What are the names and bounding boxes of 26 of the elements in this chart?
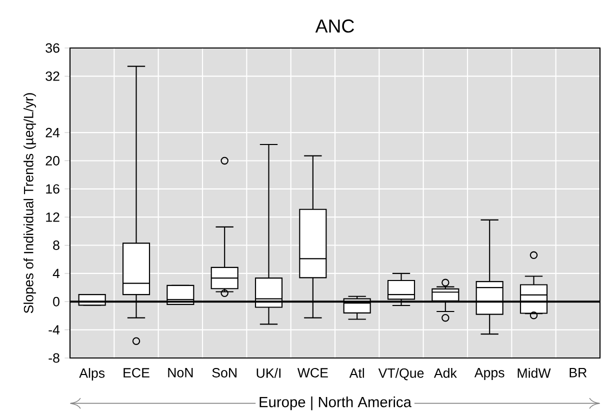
y-tick-label: 32 xyxy=(46,71,60,81)
y-tick-label: 0 xyxy=(53,296,60,306)
x-tick-label: NoN xyxy=(168,368,193,378)
y-tick-label: 16 xyxy=(46,184,60,194)
y-tick-label: 20 xyxy=(46,156,60,166)
y-tick-label: 24 xyxy=(46,128,60,138)
y-tick-label: -8 xyxy=(48,353,60,363)
x-tick-label: WCE xyxy=(297,368,328,378)
y-tick-label: 8 xyxy=(53,240,60,250)
y-tick-label: 12 xyxy=(46,212,60,222)
x-tick-label: UK/I xyxy=(256,368,280,378)
text: Europe | North America xyxy=(260,396,412,410)
y-axis-title: Slopes of Individual Trends (µeq/L/yr) xyxy=(24,93,36,314)
x-tick-label: Adk xyxy=(434,368,457,378)
y-tick-label: -4 xyxy=(48,325,60,334)
x-tick-label: Apps xyxy=(474,368,504,380)
x-tick-label: SoN xyxy=(212,368,236,378)
x-tick-label: ECE xyxy=(124,368,150,378)
x-tick-label: VT/Que xyxy=(378,368,424,380)
x-tick-label: MidW xyxy=(518,368,551,378)
y-tick-label: 36 xyxy=(46,43,60,53)
chart-title: ANC xyxy=(315,19,354,33)
x-tick-label: Alps xyxy=(79,368,105,380)
x-tick-label: Atl xyxy=(349,368,364,378)
y-tick-label: 4 xyxy=(52,268,60,278)
x-tick-label: BR xyxy=(570,368,587,378)
